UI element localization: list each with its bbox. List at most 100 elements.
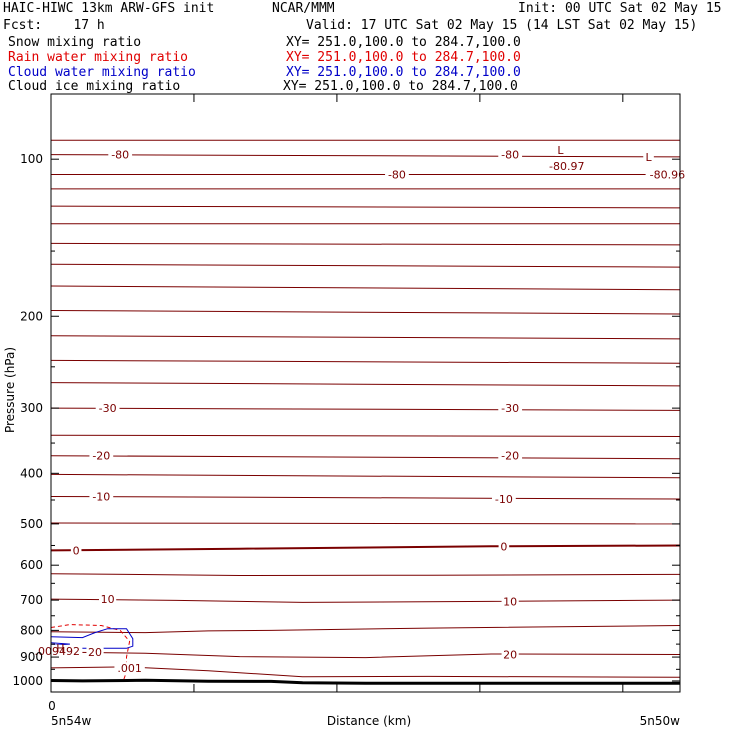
- header-valid: Valid: 17 UTC Sat 02 May 15 (14 LST Sat …: [306, 18, 698, 33]
- rain-label: .001: [117, 662, 142, 675]
- temperature-label: 0: [500, 540, 507, 553]
- temperature-contour: [50, 205, 681, 209]
- y-tick-label: 600: [20, 558, 43, 572]
- temperature-label-bg: [645, 168, 690, 181]
- legend-ice-xy: XY= 251.0,100.0 to 284.7,100.0: [283, 79, 518, 94]
- cloud-contour: [50, 628, 134, 649]
- terrain-layer: [50, 678, 680, 685]
- temperature-label-bg: [99, 593, 117, 606]
- temperature-label-bg: [501, 595, 519, 608]
- x-end-label-left: 5n54w: [51, 714, 92, 728]
- legend-rain-xy: XY= 251.0,100.0 to 284.7,100.0: [286, 50, 521, 65]
- temperature-contour: [50, 522, 681, 525]
- legend-snow-name: Snow mixing ratio: [8, 35, 142, 50]
- temperature-label-bg: [95, 402, 120, 415]
- x-tick-label-zero: 0: [48, 699, 56, 713]
- temperature-contour: [50, 598, 681, 603]
- temperature-contour: [50, 359, 681, 364]
- temperature-contour: [50, 434, 681, 437]
- temperature-contour: [50, 625, 681, 634]
- y-tick-label: 900: [20, 650, 43, 664]
- temperature-label: 20: [503, 649, 517, 662]
- temperature-label-bg: [643, 150, 654, 163]
- temperature-label: -30: [501, 402, 519, 415]
- temperature-contour: [50, 310, 681, 315]
- legend-cloud-xy: XY= 251.0,100.0 to 284.7,100.0: [286, 65, 521, 80]
- y-tick-label: 800: [20, 623, 43, 637]
- y-tick-label: 100: [20, 152, 43, 166]
- temperature-contour: [50, 455, 681, 460]
- temperature-contour: [50, 285, 681, 291]
- cloud-label: .009492: [35, 645, 81, 658]
- temperature-label: -80.97: [549, 160, 584, 173]
- legend-ice-name: Cloud ice mixing ratio: [8, 79, 181, 94]
- temperature-label-bg: [498, 449, 523, 462]
- temperature-label: -80: [388, 169, 406, 182]
- y-tick-label: 700: [20, 593, 43, 607]
- temperature-label: -20: [501, 450, 519, 463]
- y-tick-label: 200: [20, 309, 43, 323]
- temperature-contour: [50, 382, 681, 387]
- temperature-label-bg: [555, 143, 566, 156]
- temperature-label: -10: [92, 490, 110, 503]
- temperature-label: -10: [495, 493, 513, 506]
- temperature-contour: [50, 263, 681, 268]
- temperature-label-bg: [491, 492, 516, 505]
- temperature-label: -80.96: [650, 169, 685, 182]
- temperature-label-bg: [501, 648, 519, 661]
- y-tick-label: 1000: [12, 674, 43, 688]
- temperature-label: -30: [99, 402, 117, 415]
- temperature-label-bg: [498, 402, 523, 415]
- header-init: Init: 00 UTC Sat 02 May 15: [518, 1, 722, 16]
- temperature-contour: [50, 573, 681, 577]
- plot-frame: [50, 93, 681, 693]
- contour-labels: -80 -80 -80 -80.97 -80.96 L L -30 -30 -20 -20 -10 -1…: [32, 143, 690, 675]
- terrain-line: [50, 678, 680, 685]
- temperature-contour: [50, 242, 681, 246]
- y-tick-label: 300: [20, 401, 43, 415]
- temperature-contours: [50, 139, 681, 678]
- temperature-label: 20: [88, 646, 102, 659]
- temperature-contour: [50, 666, 681, 678]
- temperature-label-bg: [70, 544, 82, 557]
- header-fcst: Fcst: 17 h: [3, 18, 105, 33]
- temperature-label: -80: [501, 149, 519, 162]
- temperature-label-bg: [108, 148, 133, 161]
- temperature-contour: [50, 407, 681, 411]
- y-tick-label: 400: [20, 466, 43, 480]
- temperature-label: 10: [101, 593, 115, 606]
- temperature-label-bg: [86, 645, 104, 658]
- temperature-label-bg: [498, 148, 523, 161]
- temperature-contour: [50, 651, 681, 659]
- temperature-label: -80: [111, 149, 129, 162]
- rain-label-bg: [114, 662, 145, 675]
- temperature-label-bg: [544, 159, 589, 172]
- temperature-label: 10: [503, 595, 517, 608]
- temperature-contour: [50, 154, 681, 158]
- y-tick-label: 500: [20, 517, 43, 531]
- temperature-contour: [50, 335, 681, 340]
- header-org: NCAR/MMM: [272, 1, 335, 16]
- legend-cloud-name: Cloud water mixing ratio: [8, 65, 196, 80]
- temperature-label-bg: [89, 449, 114, 462]
- temperature-label-bg: [89, 490, 114, 503]
- temperature-label: -20: [92, 450, 110, 463]
- x-axis-label: Distance (km): [327, 714, 411, 728]
- high-mark: H: [56, 642, 64, 655]
- x-end-label-right: 5n50w: [640, 714, 681, 728]
- header-title: HAIC-HIWC 13km ARW-GFS init: [3, 1, 215, 16]
- legend-rain-name: Rain water mixing ratio: [8, 50, 189, 65]
- cloud-label-bg: [32, 644, 83, 657]
- temperature-label: L: [645, 151, 652, 164]
- temperature-label: L: [557, 144, 564, 157]
- temperature-label: 0: [73, 544, 80, 557]
- temperature-contour: [50, 473, 681, 479]
- temperature-contour: [50, 496, 681, 500]
- y-axis-label: Pressure (hPa): [3, 347, 17, 433]
- temperature-contour: [50, 544, 681, 552]
- legend-snow-xy: XY= 251.0,100.0 to 284.7,100.0: [286, 35, 521, 50]
- temperature-label-bg: [498, 540, 510, 553]
- temperature-label-bg: [385, 168, 409, 181]
